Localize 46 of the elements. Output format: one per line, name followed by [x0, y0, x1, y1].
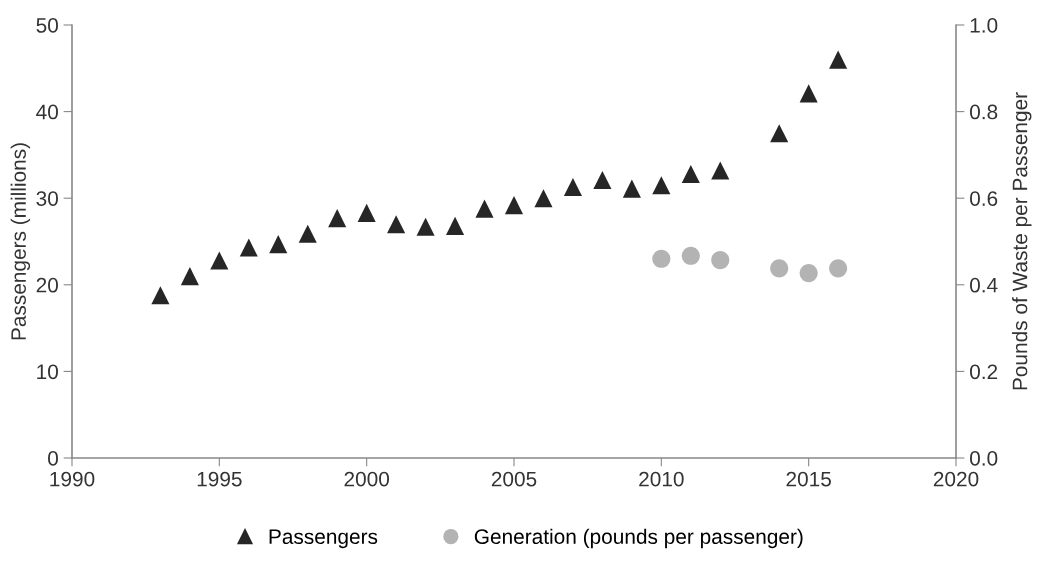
point — [298, 224, 317, 243]
point — [210, 251, 229, 270]
point — [180, 267, 199, 286]
y-tick-label: 20 — [36, 277, 58, 293]
y-axis-title: Passengers (millions) — [10, 143, 31, 340]
point — [652, 176, 671, 195]
y-tick-label: 10 — [37, 364, 58, 380]
y-tick-label: 0 — [48, 451, 58, 466]
x-tick-label: 1995 — [197, 471, 242, 487]
point — [416, 217, 435, 236]
point — [446, 216, 465, 235]
x-tick-label: 2000 — [344, 471, 390, 487]
y2-tick-label: 0.0 — [970, 451, 998, 466]
x-tick-label: 1990 — [50, 471, 95, 487]
point — [563, 177, 582, 196]
point — [622, 179, 641, 198]
x-tick-label: 2005 — [491, 471, 537, 487]
y2-axis-title: Pounds of Waste per Passenger — [1012, 92, 1032, 390]
point — [711, 161, 730, 180]
y2-tick-label: 0.2 — [970, 364, 998, 380]
y-tick-label: 30 — [36, 191, 58, 206]
y2-tick-label: 1.0 — [970, 18, 998, 33]
x-tick-label: 2020 — [933, 471, 979, 487]
point — [387, 215, 406, 234]
point — [829, 50, 848, 69]
point — [269, 235, 288, 254]
y2-tick-label: 0.6 — [970, 191, 998, 206]
point — [799, 84, 818, 103]
point — [534, 189, 553, 208]
point — [504, 196, 524, 215]
point — [681, 164, 700, 184]
point — [475, 199, 494, 218]
legend-label: Generation (pounds per passenger) — [474, 528, 803, 549]
y2-tick-label: 0.8 — [970, 104, 998, 120]
point — [593, 170, 612, 190]
y2-tick-label: 0.4 — [970, 277, 998, 293]
point — [151, 286, 170, 305]
y-tick-label: 40 — [36, 104, 58, 120]
point — [357, 203, 376, 222]
point — [239, 238, 258, 257]
point — [770, 124, 789, 143]
point — [328, 209, 347, 228]
y-tick-label: 50 — [36, 18, 58, 33]
x-tick-label: 2010 — [639, 471, 684, 487]
legend-label: Passengers — [269, 529, 378, 549]
x-tick-label: 2015 — [786, 471, 831, 487]
